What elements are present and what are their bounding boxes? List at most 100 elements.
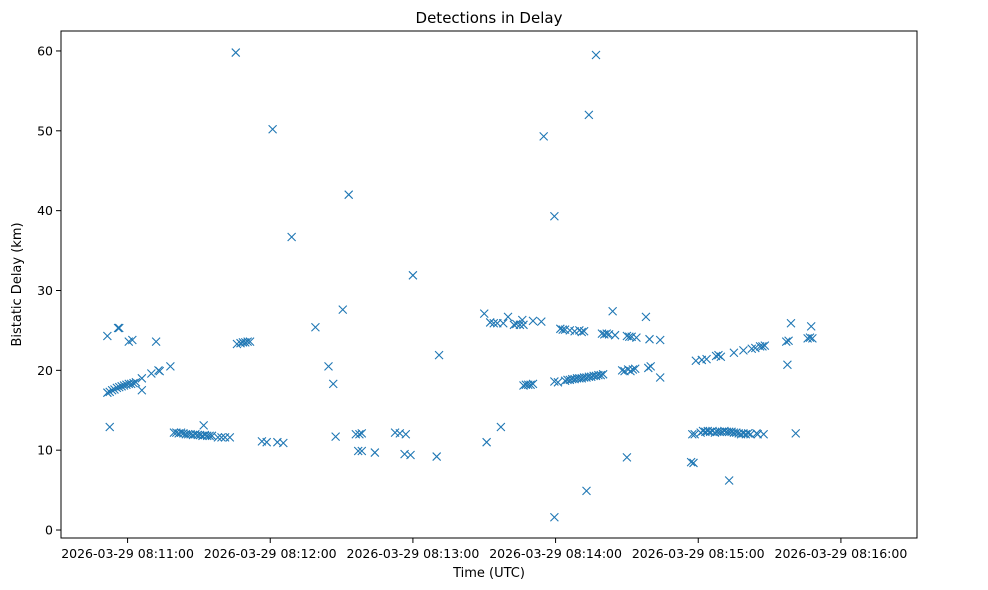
data-point-marker xyxy=(628,365,638,374)
data-point-marker xyxy=(646,361,656,371)
x-axis-label: Time (UTC) xyxy=(452,566,525,581)
data-point-marker xyxy=(137,385,147,395)
data-point-marker xyxy=(622,452,632,462)
data-point-marker xyxy=(550,377,559,386)
data-point-marker xyxy=(584,110,594,120)
data-point-marker xyxy=(806,322,816,331)
data-point-marker xyxy=(714,350,723,360)
data-point-marker xyxy=(432,452,442,461)
y-tick-label: 20 xyxy=(37,363,53,378)
data-point-marker xyxy=(262,437,272,447)
data-point-marker xyxy=(632,333,641,342)
data-point-marker xyxy=(353,446,363,456)
data-point-marker xyxy=(591,50,601,60)
y-tick-label: 30 xyxy=(37,283,53,298)
data-point-marker xyxy=(287,232,297,242)
data-point-marker xyxy=(528,316,538,326)
data-point-marker xyxy=(515,320,525,330)
data-point-marker xyxy=(231,48,241,57)
data-point-marker xyxy=(146,369,156,378)
data-point-marker xyxy=(131,377,141,387)
data-point-marker xyxy=(655,335,665,345)
data-point-marker xyxy=(338,305,348,315)
data-point-marker xyxy=(401,429,411,439)
data-point-marker xyxy=(117,381,127,391)
data-point-marker xyxy=(434,350,444,360)
plot-frame xyxy=(60,30,918,539)
data-point-marker xyxy=(690,429,700,439)
data-point-marker xyxy=(217,433,226,442)
data-point-marker xyxy=(528,379,538,389)
data-point-marker xyxy=(596,370,606,380)
data-point-marker xyxy=(687,429,697,439)
data-point-marker xyxy=(176,428,186,437)
data-point-marker xyxy=(807,334,817,343)
data-point-marker xyxy=(610,330,620,340)
data-point-marker xyxy=(105,422,115,432)
y-axis-ticks: 0 10 20 30 40 50 60 xyxy=(37,43,61,538)
x-tick-label: 2026-03-29 08:15:00 xyxy=(632,546,765,561)
data-point-marker xyxy=(582,486,591,496)
data-point-marker xyxy=(602,329,612,338)
data-point-marker xyxy=(626,366,635,376)
data-point-marker xyxy=(511,319,521,329)
data-point-marker xyxy=(781,337,791,346)
data-point-marker xyxy=(268,124,278,134)
data-point-marker xyxy=(630,364,640,374)
data-point-marker xyxy=(207,431,217,441)
data-point-marker xyxy=(331,432,341,441)
data-point-marker xyxy=(686,457,696,467)
data-point-marker xyxy=(406,450,415,460)
data-point-marker xyxy=(137,373,147,383)
data-point-marker xyxy=(558,325,568,334)
data-point-marker xyxy=(743,429,753,438)
data-point-marker xyxy=(519,320,528,330)
data-point-marker xyxy=(112,383,122,393)
data-point-marker xyxy=(577,327,587,337)
data-point-marker xyxy=(165,361,175,371)
data-point-marker xyxy=(127,335,137,345)
y-tick-label: 50 xyxy=(37,123,53,138)
data-point-marker xyxy=(498,318,508,328)
data-point-marker xyxy=(750,343,760,353)
data-point-marker xyxy=(357,429,367,438)
data-point-marker xyxy=(759,429,769,439)
data-point-marker xyxy=(716,352,726,362)
data-point-marker xyxy=(689,458,698,468)
data-point-marker xyxy=(114,323,124,333)
data-point-marker xyxy=(579,326,589,336)
x-tick-label: 2026-03-29 08:14:00 xyxy=(489,546,622,561)
data-point-marker xyxy=(485,318,495,327)
data-point-marker xyxy=(489,318,499,328)
data-point-marker xyxy=(102,331,112,341)
data-point-marker xyxy=(357,446,367,456)
data-point-marker xyxy=(213,433,223,442)
data-point-marker xyxy=(608,306,618,316)
x-tick-label: 2026-03-29 08:11:00 xyxy=(61,546,194,561)
data-point-marker xyxy=(526,380,535,390)
data-point-marker xyxy=(655,373,665,382)
data-point-marker xyxy=(758,341,767,351)
data-point-marker xyxy=(645,334,654,344)
data-point-marker xyxy=(702,354,711,364)
data-point-marker xyxy=(232,339,242,349)
data-point-marker xyxy=(553,377,563,387)
data-point-marker xyxy=(539,132,549,141)
data-point-marker xyxy=(126,379,136,389)
data-point-marker xyxy=(496,422,506,432)
data-point-marker xyxy=(550,512,559,522)
plot-area: 2026-03-29 08:11:00 2026-03-29 08:12:00 20… xyxy=(37,30,918,561)
data-point-marker xyxy=(278,438,288,448)
data-point-marker xyxy=(747,344,757,354)
x-axis-ticks: 2026-03-29 08:11:00 2026-03-29 08:12:00 20… xyxy=(61,538,907,561)
data-point-marker xyxy=(151,337,161,346)
data-point-marker xyxy=(479,309,489,319)
data-point-marker xyxy=(643,363,653,373)
data-point-marker xyxy=(102,388,112,398)
data-point-marker xyxy=(110,385,119,394)
chart-title: Detections in Delay xyxy=(416,9,563,27)
data-point-marker xyxy=(107,385,117,395)
data-point-marker xyxy=(328,379,338,389)
data-point-marker xyxy=(119,381,129,390)
